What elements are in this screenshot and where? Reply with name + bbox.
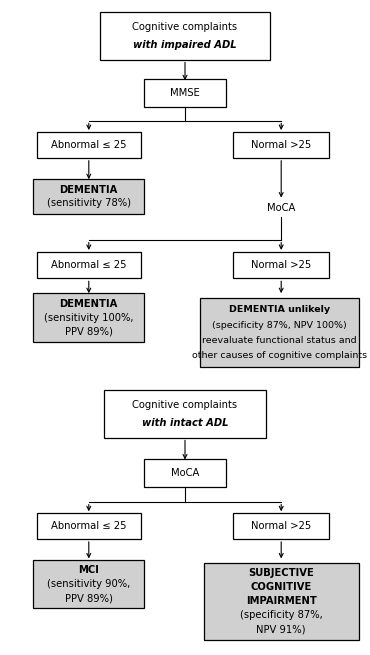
FancyBboxPatch shape [233,513,329,539]
Text: Cognitive complaints: Cognitive complaints [132,22,238,31]
FancyBboxPatch shape [200,298,359,367]
Text: (sensitivity 100%,: (sensitivity 100%, [44,312,134,323]
FancyBboxPatch shape [37,252,141,278]
Text: PPV 89%): PPV 89%) [65,327,113,337]
FancyBboxPatch shape [37,132,141,158]
Text: MMSE: MMSE [170,88,200,98]
Text: (sensitivity 78%): (sensitivity 78%) [47,198,131,208]
Text: (sensitivity 90%,: (sensitivity 90%, [47,579,131,590]
Text: Normal >25: Normal >25 [251,521,311,531]
Text: DEMENTIA unlikely: DEMENTIA unlikely [229,305,330,314]
Text: IMPAIRMENT: IMPAIRMENT [246,596,317,607]
Text: DEMENTIA: DEMENTIA [60,185,118,195]
Text: NPV 91%): NPV 91%) [256,624,306,635]
FancyBboxPatch shape [37,513,141,539]
Text: DEMENTIA: DEMENTIA [60,299,118,309]
Text: (specificity 87%, NPV 100%): (specificity 87%, NPV 100%) [212,320,347,329]
FancyBboxPatch shape [33,179,144,214]
Text: MoCA: MoCA [267,203,295,214]
Text: with intact ADL: with intact ADL [142,419,228,428]
Text: Abnormal ≤ 25: Abnormal ≤ 25 [51,260,127,271]
Text: with impaired ADL: with impaired ADL [133,41,237,50]
FancyBboxPatch shape [144,459,226,487]
FancyBboxPatch shape [104,390,266,438]
Text: COGNITIVE: COGNITIVE [250,582,312,592]
FancyBboxPatch shape [204,563,359,640]
Text: Normal >25: Normal >25 [251,140,311,150]
Text: Abnormal ≤ 25: Abnormal ≤ 25 [51,140,127,150]
Text: Normal >25: Normal >25 [251,260,311,271]
FancyBboxPatch shape [33,293,144,342]
FancyBboxPatch shape [144,79,226,107]
Text: other causes of cognitive complaints: other causes of cognitive complaints [192,351,367,360]
FancyBboxPatch shape [233,132,329,158]
Text: Cognitive complaints: Cognitive complaints [132,400,238,409]
FancyBboxPatch shape [100,12,270,60]
Text: (specificity 87%,: (specificity 87%, [240,610,323,620]
Text: MoCA: MoCA [171,468,199,478]
Text: reevaluate functional status and: reevaluate functional status and [202,336,357,345]
Text: Abnormal ≤ 25: Abnormal ≤ 25 [51,521,127,531]
FancyBboxPatch shape [33,560,144,608]
Text: MCI: MCI [78,565,99,575]
Text: SUBJECTIVE: SUBJECTIVE [248,568,314,578]
Text: PPV 89%): PPV 89%) [65,593,113,603]
FancyBboxPatch shape [233,252,329,278]
